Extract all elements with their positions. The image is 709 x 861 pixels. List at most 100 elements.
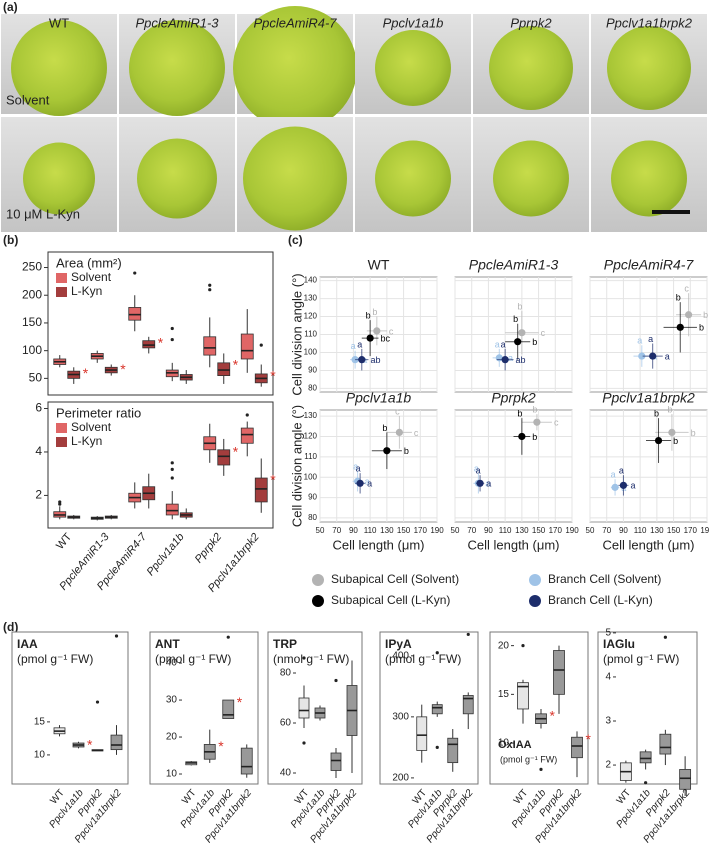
x-tick-label: 190 [430, 526, 444, 535]
significance: * [237, 694, 243, 710]
outlier [466, 632, 470, 637]
outlier [435, 651, 439, 655]
x-tick-label: 150 [532, 526, 546, 535]
y-tick-label: 150 [22, 315, 42, 329]
letter-label: c [389, 326, 394, 336]
y-tick-label: 100 [22, 343, 42, 357]
box [639, 751, 652, 764]
outlier [334, 678, 338, 683]
chart-title: WT [368, 257, 390, 273]
legend-label: Branch Cell (Solvent) [548, 572, 661, 586]
chart-title: OxIAA [498, 739, 532, 751]
y-tick-label: 100 [304, 348, 318, 357]
letter-label: a [353, 461, 358, 471]
letter-label: c [414, 428, 419, 438]
y-tick-label: 4 [35, 444, 42, 458]
letter-label: a [637, 336, 642, 346]
x-tick-label: 110 [364, 526, 377, 535]
significance: * [158, 334, 164, 350]
y-tick-label: 15 [498, 689, 510, 700]
y-tick-label: 110 [304, 330, 317, 339]
x-axis-title: Cell length (μm) [332, 537, 424, 552]
y-tick-label: 120 [304, 432, 318, 441]
moss-colony [375, 140, 451, 217]
y-tick-label: 10 [34, 750, 46, 761]
y-tick-label: 30 [166, 695, 178, 706]
y-tick-label: 80 [308, 513, 317, 522]
box [217, 449, 231, 466]
legend-label: Subapical Cell (Solvent) [331, 572, 459, 586]
y-tick-label: 10 [166, 769, 178, 780]
y-tick-label: 5 [605, 628, 611, 639]
plot-frame [47, 401, 274, 529]
letter-label: b [372, 307, 377, 317]
significance: * [550, 708, 556, 724]
moss-colony [243, 126, 347, 231]
x-tick-label: 110 [499, 526, 512, 535]
letter-label: b [673, 436, 678, 446]
x-tick-label: 170 [549, 526, 563, 535]
chart-title: TRP [273, 637, 297, 651]
outlier [435, 745, 439, 749]
box [447, 737, 459, 764]
box [128, 307, 142, 321]
moss-colony [493, 140, 569, 217]
y-tick-label: 6 [35, 401, 42, 415]
x-tick-label: 150 [397, 526, 411, 535]
y-tick-label: 110 [304, 452, 317, 461]
box [431, 704, 443, 715]
letter-label: a [357, 339, 362, 349]
x-tick-label: 190 [565, 526, 579, 535]
x-tick-label: Ppclv1a1b [145, 531, 187, 578]
box [659, 733, 672, 755]
letter-label: b [382, 423, 387, 433]
point [668, 428, 676, 436]
significance: * [87, 737, 93, 753]
box [416, 716, 428, 751]
moss-colony [129, 20, 225, 116]
letter-label: b [667, 404, 672, 414]
moss-colony [607, 26, 691, 110]
x-tick-label: 170 [414, 526, 428, 535]
letter-label: b [703, 310, 708, 320]
panel-label: (a) [3, 0, 18, 14]
box [298, 697, 310, 719]
x-tick-label: 70 [467, 526, 476, 535]
x-axis-title: Cell length (μm) [467, 537, 559, 552]
photo-row-label: 10 μM L-Kyn [6, 206, 80, 221]
outlier [208, 288, 212, 292]
letter-label: a [648, 334, 653, 344]
letter-label: c [541, 328, 546, 338]
y-tick-label: 90 [308, 493, 317, 502]
y-axis-title: Cell division angle (°) [289, 405, 304, 527]
box [222, 699, 235, 719]
point [476, 479, 484, 487]
x-tick-label: 90 [619, 526, 628, 535]
outlier [170, 461, 174, 465]
letter-label: b [691, 428, 696, 438]
outlier [114, 634, 119, 638]
plot-frame [47, 251, 274, 396]
letter-label: b [517, 302, 522, 312]
point [638, 352, 646, 360]
letter-label: ab [516, 355, 526, 365]
x-tick-label: 130 [515, 526, 529, 535]
y-tick-label: 40 [280, 768, 292, 779]
y-tick-label: 40 [166, 658, 178, 669]
legend-swatch [56, 437, 67, 447]
panel-frame [11, 631, 129, 785]
panel-frame [267, 631, 363, 785]
box [240, 333, 254, 360]
x-tick-label: WT [54, 531, 74, 552]
y-tick-label: 4 [605, 672, 611, 683]
chart-title: Ppclv1a1brpk2 [602, 390, 695, 406]
letter-label: b [517, 409, 522, 419]
letter-label: c [395, 406, 400, 416]
y-tick-label: 15 [34, 717, 46, 728]
outlier [302, 741, 306, 745]
outlier [170, 467, 174, 471]
x-tick-label: 70 [332, 526, 341, 535]
box [571, 736, 583, 759]
point [373, 327, 381, 335]
